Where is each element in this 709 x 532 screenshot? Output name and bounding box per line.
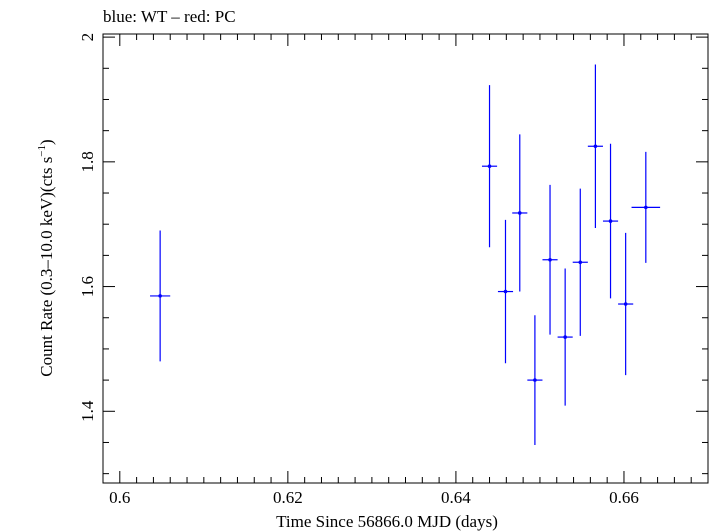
x-tick-labels: 0.6 0.62 0.64 0.66 [109, 488, 639, 507]
data-point [512, 134, 528, 292]
data-point [497, 219, 514, 364]
point-marker [578, 260, 583, 265]
point-marker [533, 378, 537, 382]
x-axis-label: Time Since 56866.0 MJD (days) [276, 512, 498, 531]
y-tick-label: 1.8 [78, 151, 97, 172]
point-marker [593, 144, 598, 149]
y-tick-labels: 1.4 1.6 1.8 2 [78, 33, 97, 422]
data-points [150, 64, 661, 445]
x-tick-label: 0.66 [609, 488, 639, 507]
point-marker [487, 164, 492, 169]
y-axis-label-close: ) [37, 139, 56, 145]
x-tick-label: 0.64 [441, 488, 471, 507]
point-marker [608, 219, 613, 223]
point-marker [517, 211, 522, 215]
data-point [527, 315, 543, 445]
plot-frame [102, 33, 709, 484]
y-tick-label: 1.6 [78, 276, 97, 297]
point-marker [548, 257, 552, 262]
data-point [587, 64, 603, 228]
data-point [150, 230, 171, 362]
data-point [631, 151, 661, 263]
data-point [542, 184, 558, 335]
chart-title: blue: WT – red: PC [103, 7, 236, 26]
data-point [481, 85, 498, 248]
point-marker [158, 294, 162, 298]
y-tick-label: 2 [78, 33, 97, 42]
data-point [618, 232, 634, 376]
point-marker [503, 289, 508, 294]
point-marker [623, 302, 628, 306]
x-tick-label: 0.6 [109, 488, 130, 507]
y-axis-label: Count Rate (0.3–10.0 keV)(cts s−1) [36, 139, 56, 376]
axis-ticks [102, 34, 709, 483]
point-marker [644, 205, 648, 210]
data-point [602, 143, 619, 299]
data-point [557, 268, 573, 406]
y-axis-label-exponent: −1 [36, 145, 48, 157]
point-marker [563, 335, 567, 339]
y-tick-label: 1.4 [78, 400, 97, 422]
x-tick-label: 0.62 [273, 488, 303, 507]
data-point [572, 188, 588, 336]
y-axis-label-text: Count Rate (0.3–10.0 keV)(cts s [37, 157, 56, 377]
